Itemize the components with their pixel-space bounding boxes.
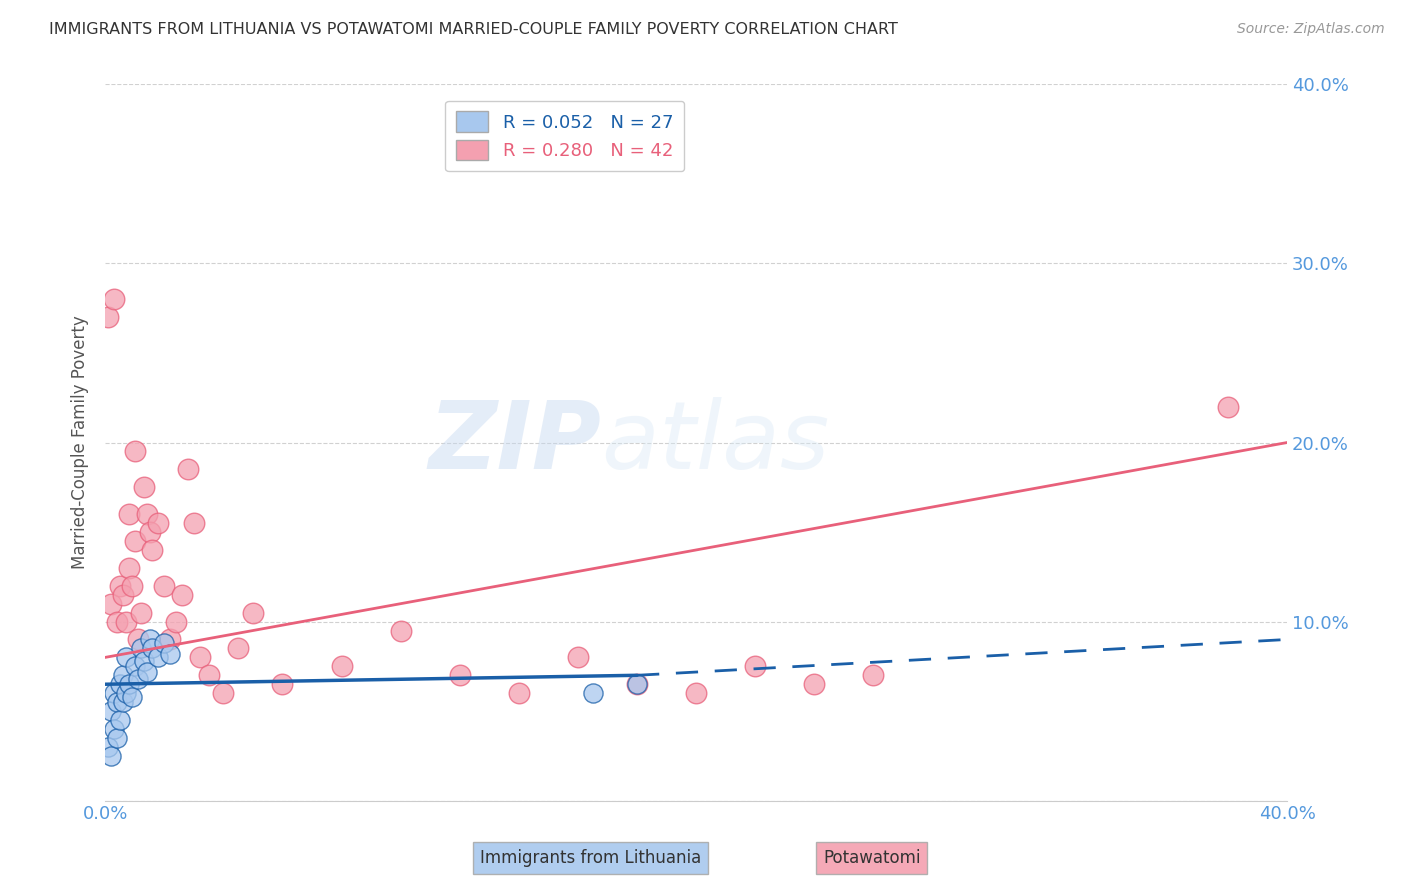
Text: Potawatomi: Potawatomi (823, 849, 921, 867)
Point (105, 695, 128, 709)
Point (115, 686, 138, 700)
Point (1216, 400, 1239, 414)
Point (118, 507, 141, 521)
Point (744, 659, 766, 673)
Point (188, 650, 211, 665)
Point (100, 748, 122, 763)
Text: Source: ZipAtlas.com: Source: ZipAtlas.com (1237, 22, 1385, 37)
Point (508, 686, 530, 700)
Point (803, 677, 825, 691)
Point (141, 641, 163, 656)
Text: Immigrants from Lithuania: Immigrants from Lithuania (479, 849, 702, 867)
Point (132, 654, 155, 668)
Point (138, 632, 160, 647)
Point (115, 615, 138, 629)
Point (242, 606, 264, 620)
Point (177, 462, 200, 476)
Point (170, 588, 193, 602)
Point (685, 686, 707, 700)
Point (138, 524, 160, 539)
Point (197, 668, 219, 682)
Point (105, 731, 128, 745)
Point (141, 543, 163, 558)
Point (127, 632, 149, 647)
Point (567, 650, 589, 665)
Point (121, 690, 143, 704)
Point (115, 650, 138, 665)
Point (103, 686, 125, 700)
Point (103, 293, 125, 307)
Point (626, 677, 648, 691)
Point (129, 641, 152, 656)
Text: atlas: atlas (602, 397, 830, 488)
Point (135, 507, 157, 521)
Point (226, 641, 249, 656)
Point (582, 686, 605, 700)
Point (862, 668, 884, 682)
Point (118, 677, 141, 691)
Point (148, 516, 170, 530)
Point (121, 579, 143, 593)
Point (389, 624, 412, 638)
Point (159, 632, 181, 647)
Point (108, 677, 131, 691)
Point (100, 704, 122, 718)
Point (165, 615, 187, 629)
Point (111, 588, 134, 602)
Point (626, 677, 648, 691)
Point (105, 615, 128, 629)
Point (159, 647, 181, 661)
Point (124, 444, 146, 458)
Point (108, 579, 131, 593)
Point (132, 480, 155, 494)
Point (108, 713, 131, 727)
Point (330, 659, 353, 673)
Point (449, 668, 471, 682)
Point (111, 695, 134, 709)
Point (153, 579, 176, 593)
Point (135, 665, 157, 679)
Point (124, 659, 146, 673)
Point (124, 534, 146, 549)
Point (153, 636, 176, 650)
Text: ZIP: ZIP (429, 397, 602, 489)
Point (183, 516, 205, 530)
Point (97, 739, 120, 754)
Point (103, 722, 125, 736)
Point (271, 677, 294, 691)
Point (118, 561, 141, 575)
Point (100, 597, 122, 611)
Legend: R = 0.052   N = 27, R = 0.280   N = 42: R = 0.052 N = 27, R = 0.280 N = 42 (446, 101, 685, 171)
Point (148, 650, 170, 665)
Point (127, 672, 149, 686)
Point (212, 686, 235, 700)
Text: IMMIGRANTS FROM LITHUANIA VS POTAWATOMI MARRIED-COUPLE FAMILY POVERTY CORRELATIO: IMMIGRANTS FROM LITHUANIA VS POTAWATOMI … (49, 22, 898, 37)
Y-axis label: Married-Couple Family Poverty: Married-Couple Family Poverty (72, 316, 89, 569)
Point (111, 668, 134, 682)
Point (129, 606, 152, 620)
Point (97, 310, 120, 325)
